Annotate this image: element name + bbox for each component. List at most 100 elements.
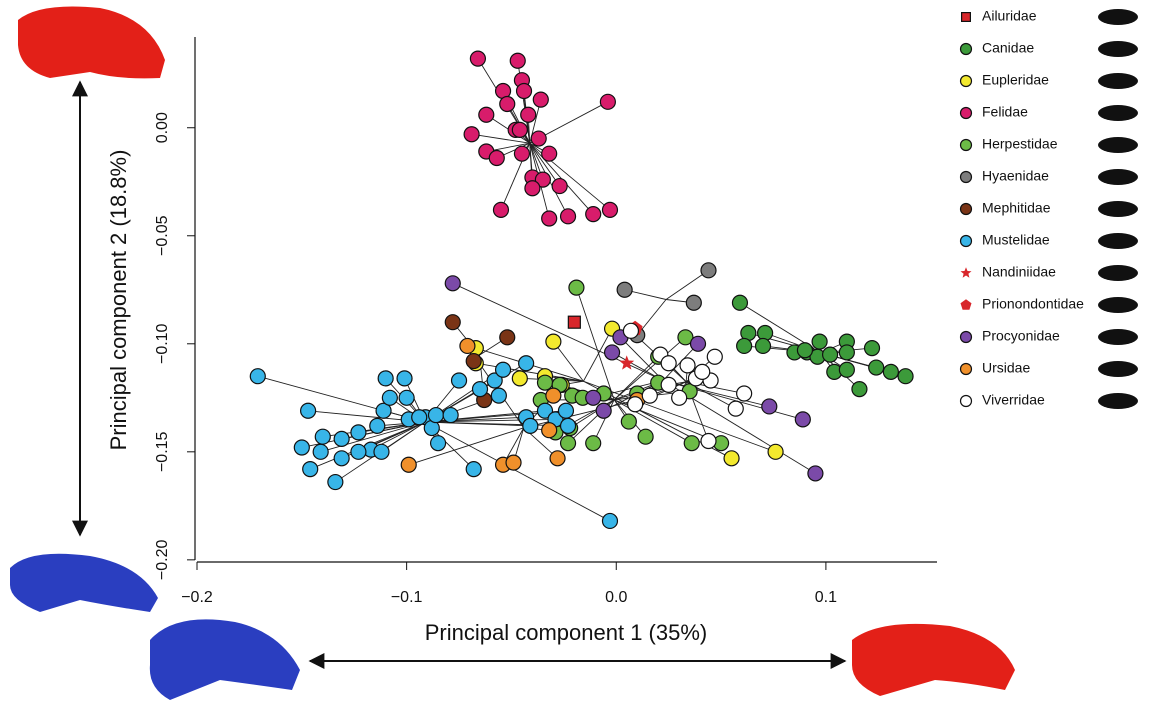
point (808, 466, 823, 481)
legend-label: Canidae (982, 40, 1034, 56)
legend-marker (961, 204, 972, 215)
point (351, 425, 366, 440)
point (542, 211, 557, 226)
legend-marker (961, 332, 972, 343)
point (628, 397, 643, 412)
chart: Principal component 1 (35%) Principal co… (0, 0, 1156, 707)
legend-label: Mustelidae (982, 232, 1050, 248)
point (701, 434, 716, 449)
skull-top (18, 7, 165, 79)
legend-label: Ursidae (982, 360, 1030, 376)
point (768, 444, 783, 459)
point (500, 330, 515, 345)
legend-silhouette (1098, 105, 1138, 121)
point (600, 94, 615, 109)
point (552, 179, 567, 194)
point (412, 410, 427, 425)
point (374, 444, 389, 459)
legend-label: Ailuridae (982, 8, 1037, 24)
legend-silhouette (1098, 41, 1138, 57)
point (506, 455, 521, 470)
point (519, 356, 534, 371)
point (546, 334, 561, 349)
x-tick-label: −0.1 (391, 589, 423, 606)
point (315, 429, 330, 444)
point (605, 345, 620, 360)
legend-label: Prionondontidae (982, 296, 1084, 312)
point (732, 295, 747, 310)
point (514, 146, 529, 161)
point (512, 122, 527, 137)
point (569, 280, 584, 295)
point (596, 403, 611, 418)
legend-label: Herpestidae (982, 136, 1058, 152)
point (621, 414, 636, 429)
point (839, 345, 854, 360)
point (428, 408, 443, 423)
point (898, 369, 913, 384)
point (294, 440, 309, 455)
legend-silhouette (1098, 265, 1138, 281)
point (533, 92, 548, 107)
point (378, 371, 393, 386)
legend-label: Viverridae (982, 392, 1045, 408)
point (496, 362, 511, 377)
legend: AiluridaeCanidaeEupleridaeFelidaeHerpest… (961, 8, 1139, 409)
point (431, 436, 446, 451)
point (466, 462, 481, 477)
skull-left (10, 554, 158, 612)
point (479, 107, 494, 122)
x-tick-label: 0.0 (605, 589, 627, 606)
point (558, 403, 573, 418)
legend-silhouette (1098, 201, 1138, 217)
point (445, 276, 460, 291)
point (452, 373, 467, 388)
point (869, 360, 884, 375)
point (756, 338, 771, 353)
point (737, 338, 752, 353)
legend-silhouette (1098, 361, 1138, 377)
legend-marker (961, 299, 972, 310)
point (517, 84, 532, 99)
point (550, 451, 565, 466)
point (691, 336, 706, 351)
point (301, 403, 316, 418)
legend-marker (961, 396, 972, 407)
x-tick-label: −0.2 (181, 589, 213, 606)
point (525, 181, 540, 196)
point (382, 390, 397, 405)
point (568, 316, 580, 328)
skull-bottom-right (852, 624, 1015, 696)
y-tick-label: −0.20 (154, 539, 171, 580)
legend-marker (961, 108, 972, 119)
point (680, 358, 695, 373)
point (370, 418, 385, 433)
point (602, 513, 617, 528)
legend-silhouette (1098, 73, 1138, 89)
legend-marker (962, 13, 971, 22)
legend-label: Procyonidae (982, 328, 1060, 344)
point (865, 341, 880, 356)
point (684, 436, 699, 451)
point (523, 418, 538, 433)
point (512, 371, 527, 386)
point (531, 131, 546, 146)
point (546, 388, 561, 403)
legend-marker (961, 364, 972, 375)
y-tick-label: −0.05 (154, 215, 171, 256)
point (561, 436, 576, 451)
point (334, 451, 349, 466)
point (797, 343, 812, 358)
point (521, 107, 536, 122)
point (351, 444, 366, 459)
points (250, 51, 913, 528)
y-tick-label: −0.10 (154, 323, 171, 364)
point (586, 207, 601, 222)
point (401, 457, 416, 472)
legend-label: Hyaenidae (982, 168, 1049, 184)
point (602, 202, 617, 217)
point (397, 371, 412, 386)
legend-silhouette (1098, 329, 1138, 345)
x-tick-label: 0.1 (815, 589, 837, 606)
legend-marker (961, 172, 972, 183)
